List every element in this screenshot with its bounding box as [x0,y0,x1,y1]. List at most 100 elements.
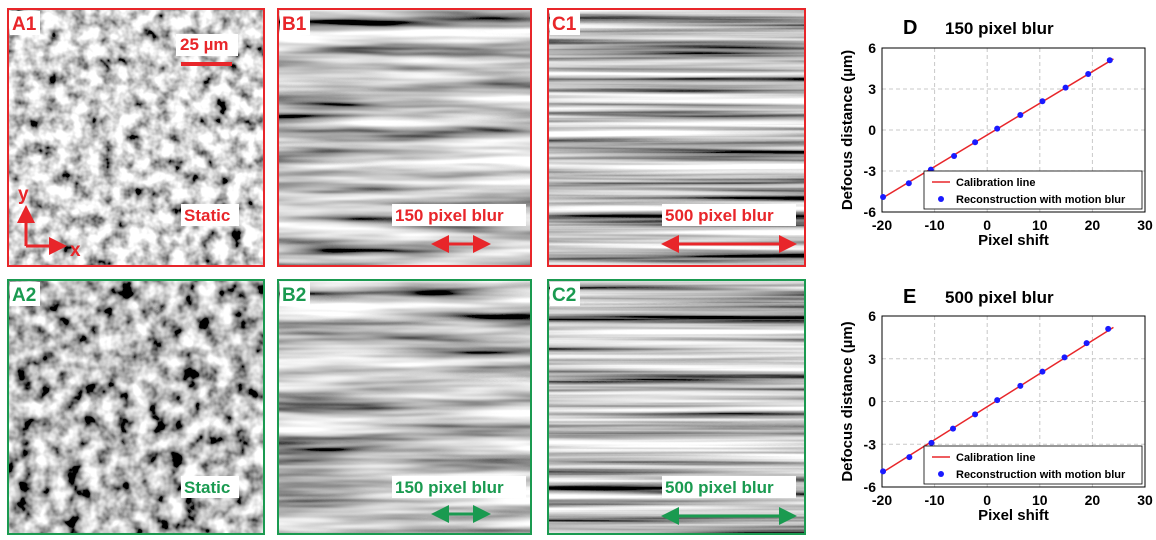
y-tick-label: 6 [868,40,876,56]
x-tick-label: 10 [1032,217,1048,233]
legend-box [923,170,1143,210]
panel-c2: C2 500 pixel blur [547,279,806,535]
image [548,9,805,266]
frame [277,279,532,535]
axis-y: y [18,184,29,205]
caption-bg [392,204,526,226]
legend-swatch [938,196,944,202]
data-point [994,397,1001,404]
legend-swatch [938,471,944,477]
data-point [1039,98,1046,105]
legend-label: Reconstruction with motion blur [956,194,1126,206]
label-bg [10,282,40,306]
y-tick-label: 3 [868,351,876,367]
caption: 150 pixel blur [395,206,504,225]
x-axis-label: Pixel shift [978,507,1049,524]
data-point [1061,354,1068,361]
legend-label: Calibration line [956,452,1035,464]
panel-b2: B2 150 pixel blur [277,279,532,535]
data-point [994,125,1001,132]
scale-bg [176,34,238,56]
x-axis-label: Pixel shift [978,232,1049,249]
panel-label: B1 [282,14,307,35]
x-tick-label: 20 [1085,217,1101,233]
caption-bg [662,204,796,226]
data-point [1017,111,1024,118]
data-point [972,139,979,146]
chart: D 150 pixel blur -20 -10 0 10 20 30 -6 -3 0 3 6 Pixel… [839,17,1153,249]
y-tick-label: -3 [864,436,877,452]
data-point [972,411,979,418]
caption: 500 pixel blur [665,478,774,497]
frame [547,279,806,535]
panel-c1: C1 500 pixel blur [547,8,806,267]
y-tick-label: -3 [864,163,877,179]
plot-frame [881,47,1146,213]
y-tick-label: -6 [864,204,877,220]
x-tick-label: 0 [983,492,991,508]
frame [547,8,806,267]
caption: 500 pixel blur [665,206,774,225]
x-tick-label: 10 [1032,492,1048,508]
y-tick-label: -6 [864,479,877,495]
x-tick-label: -20 [872,492,892,508]
data-point [880,468,887,475]
data-point [1106,57,1113,64]
label-bg [550,282,580,306]
caption: 150 pixel blur [395,478,504,497]
panel-label: C2 [552,285,576,306]
y-tick-label: 6 [868,308,876,324]
data-point [1039,368,1046,375]
label-bg [280,282,310,306]
data-point [905,180,912,187]
y-tick-label: 3 [868,81,876,97]
y-axis-label: Defocus distance (µm) [839,321,856,481]
y-axis-label: Defocus distance (µm) [839,50,856,210]
legend-label: Reconstruction with motion blur [956,469,1126,481]
panel-a1: A1 25 µm Static y x [7,8,265,267]
data-point [951,152,958,159]
data-point [1062,84,1069,91]
x-tick-label: 20 [1085,492,1101,508]
label-bg [550,11,580,35]
caption-bg [392,476,526,498]
panel-a2: A2 Static [7,279,265,535]
panel-label: A1 [12,14,37,35]
x-tick-label: -10 [924,217,944,233]
y-tick-label: 0 [868,122,876,138]
legend-label: Calibration line [956,177,1035,189]
panel-label: A2 [12,285,36,306]
data-point [928,439,935,446]
image [278,9,531,266]
frame [277,8,532,267]
frame [7,279,265,535]
caption: Static [184,478,230,497]
chart-title: 150 pixel blur [945,19,1054,38]
data-point [1083,340,1090,347]
data-point [950,425,957,432]
x-tick-label: 30 [1137,217,1153,233]
data-point [1085,70,1092,77]
x-tick-label: 30 [1137,492,1153,508]
panel-label: D [903,17,917,39]
panel-label: E [903,286,916,308]
x-tick-label: -20 [872,217,892,233]
data-point [906,454,913,461]
label-bg [280,11,310,35]
chart: E 500 pixel blur -20 -10 0 10 20 30 -6 -3 0 3 6 Pixel… [839,286,1153,524]
scale-text: 25 µm [180,35,229,54]
data-point [1105,325,1112,332]
label-bg [10,11,40,35]
plot-frame [881,315,1146,488]
caption-bg [181,476,239,498]
legend-box [923,445,1143,485]
frame [7,8,265,267]
caption-bg [181,204,239,226]
x-tick-label: -10 [924,492,944,508]
caption-bg [662,476,796,498]
axis-x: x [70,240,81,261]
panel-b1: B1 150 pixel blur [277,8,532,267]
panel-label: B2 [282,285,306,306]
data-point [1017,382,1024,389]
